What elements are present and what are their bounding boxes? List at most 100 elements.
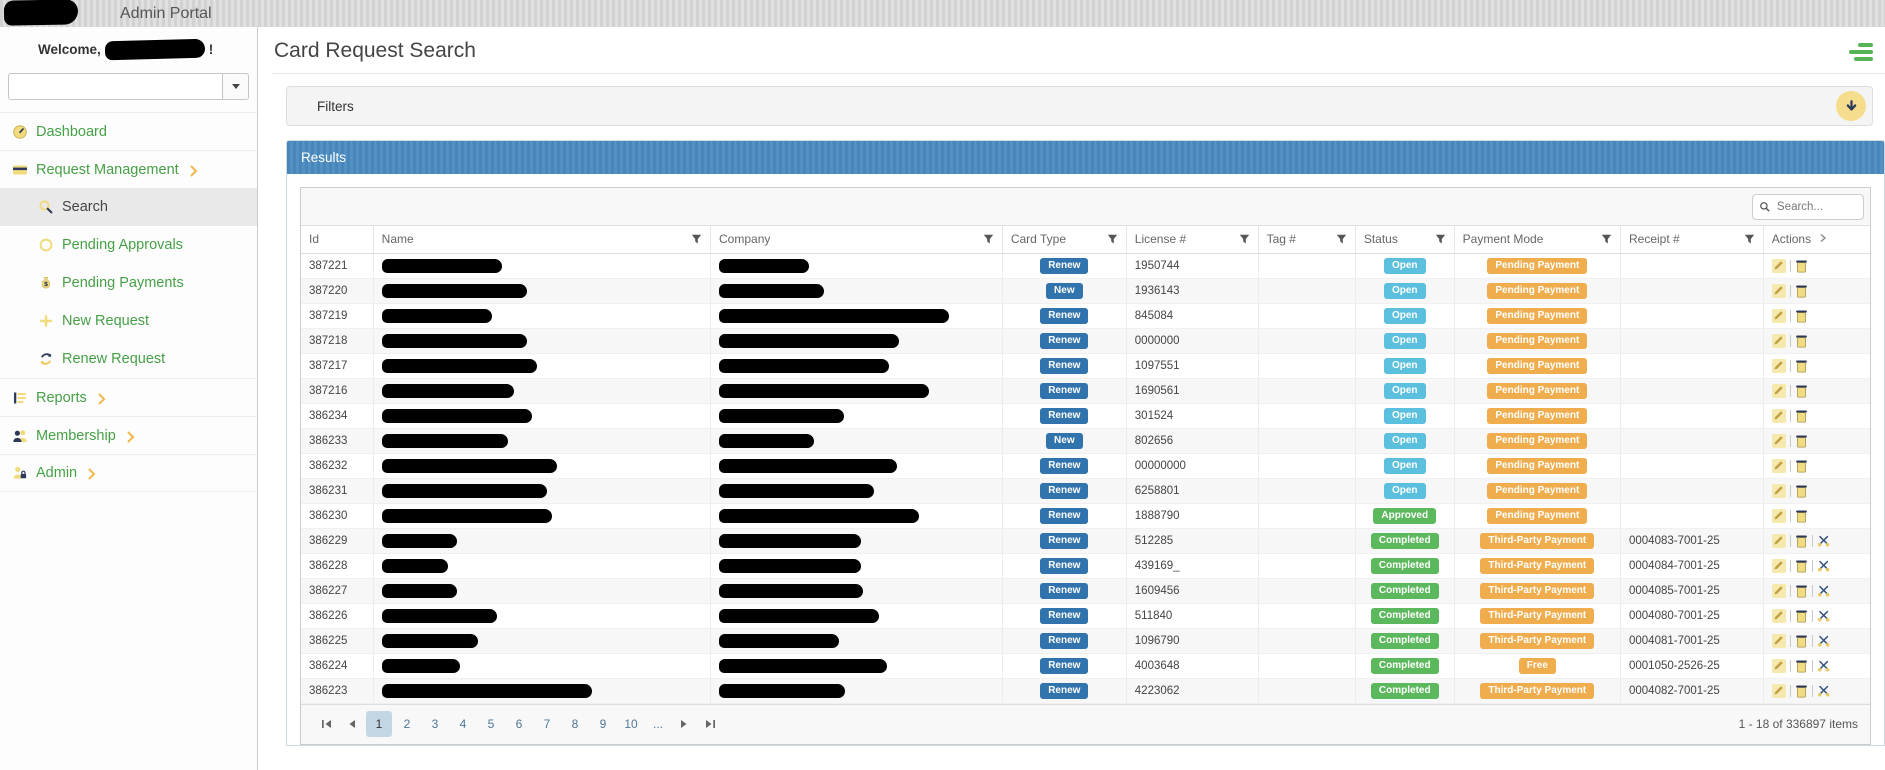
- edit-icon[interactable]: [1771, 458, 1786, 473]
- edit-icon[interactable]: [1771, 308, 1786, 323]
- sidebar-item-label: Dashboard: [36, 123, 107, 140]
- delete-icon[interactable]: [1795, 359, 1808, 373]
- sidebar-item-new-request[interactable]: New Request: [0, 302, 257, 340]
- action-separator: [1789, 434, 1791, 447]
- pager-page-8[interactable]: 8: [571, 717, 579, 731]
- scissors-icon[interactable]: [1817, 559, 1830, 572]
- cell-license: 802656: [1125, 428, 1259, 454]
- delete-icon[interactable]: [1795, 409, 1808, 423]
- chevron-right-icon: [126, 431, 136, 443]
- company-redaction: [719, 258, 810, 273]
- delete-icon[interactable]: [1795, 309, 1808, 323]
- delete-icon[interactable]: [1795, 684, 1808, 698]
- delete-icon[interactable]: [1795, 434, 1808, 448]
- delete-icon[interactable]: [1795, 259, 1808, 273]
- scissors-icon[interactable]: [1817, 584, 1830, 597]
- pager-page-9[interactable]: 9: [599, 717, 607, 731]
- pager-last-button[interactable]: [697, 711, 723, 737]
- actions-arrow-icon[interactable]: [1819, 232, 1827, 246]
- delete-icon[interactable]: [1795, 459, 1808, 473]
- delete-icon[interactable]: [1795, 384, 1808, 398]
- edit-icon[interactable]: [1771, 408, 1786, 423]
- filter-funnel-icon[interactable]: [691, 234, 702, 245]
- delete-icon[interactable]: [1795, 559, 1808, 573]
- filter-funnel-icon[interactable]: [1435, 234, 1446, 245]
- edit-icon[interactable]: [1771, 358, 1786, 373]
- pager-page-7[interactable]: 7: [543, 717, 551, 731]
- delete-icon[interactable]: [1795, 509, 1808, 523]
- sidebar-item-reports[interactable]: Reports: [0, 378, 257, 416]
- scissors-icon[interactable]: [1817, 634, 1830, 647]
- delete-icon[interactable]: [1795, 609, 1808, 623]
- scissors-icon[interactable]: [1817, 659, 1830, 672]
- filters-expand-button[interactable]: [1836, 91, 1866, 121]
- pager-page-6[interactable]: 6: [515, 717, 523, 731]
- action-separator: [1811, 559, 1813, 572]
- column-header-inner: Tag #: [1267, 232, 1347, 246]
- edit-icon[interactable]: [1771, 583, 1786, 598]
- edit-icon[interactable]: [1771, 533, 1786, 548]
- pager-next-button[interactable]: [671, 711, 697, 737]
- pager-first-button[interactable]: [313, 711, 339, 737]
- filter-funnel-icon[interactable]: [1744, 234, 1755, 245]
- delete-icon[interactable]: [1795, 534, 1808, 548]
- cell-company: [710, 278, 1003, 304]
- action-separator: [1789, 484, 1791, 497]
- grid-search-box[interactable]: [1752, 193, 1864, 220]
- sidebar-item-renew-request[interactable]: Renew Request: [0, 340, 257, 378]
- edit-icon[interactable]: [1771, 558, 1786, 573]
- edit-icon[interactable]: [1771, 608, 1786, 623]
- sidebar-item-admin[interactable]: Admin: [0, 454, 257, 492]
- edit-icon[interactable]: [1771, 633, 1786, 648]
- edit-icon[interactable]: [1771, 483, 1786, 498]
- pager-page-10[interactable]: 10: [624, 717, 638, 731]
- menu-toggle-icon[interactable]: [1849, 43, 1873, 61]
- edit-icon[interactable]: [1771, 683, 1786, 698]
- sidebar-dropdown-value[interactable]: [9, 74, 222, 99]
- cell-id: 386223: [301, 678, 374, 704]
- delete-icon[interactable]: [1795, 634, 1808, 648]
- sidebar-dropdown-button[interactable]: [222, 74, 248, 99]
- edit-icon[interactable]: [1771, 333, 1786, 348]
- sidebar-dropdown[interactable]: [8, 73, 249, 100]
- filter-funnel-icon[interactable]: [1336, 234, 1347, 245]
- filter-funnel-icon[interactable]: [983, 234, 994, 245]
- edit-icon[interactable]: [1771, 258, 1786, 273]
- pager-page-3[interactable]: 3: [431, 717, 439, 731]
- pager-page-1[interactable]: 1: [366, 711, 392, 737]
- delete-icon[interactable]: [1795, 584, 1808, 598]
- pager-page-2[interactable]: 2: [403, 717, 411, 731]
- scissors-icon[interactable]: [1817, 534, 1830, 547]
- delete-icon[interactable]: [1795, 484, 1808, 498]
- edit-icon[interactable]: [1771, 658, 1786, 673]
- edit-icon[interactable]: [1771, 283, 1786, 298]
- pager-page-4[interactable]: 4: [459, 717, 467, 731]
- pager-ellipsis[interactable]: ...: [652, 717, 663, 731]
- edit-icon[interactable]: [1771, 383, 1786, 398]
- edit-icon[interactable]: [1771, 433, 1786, 448]
- edit-icon[interactable]: [1771, 508, 1786, 523]
- sidebar-item-pending-approvals[interactable]: Pending Approvals: [0, 226, 257, 264]
- sidebar-item-request-management[interactable]: Request Management: [0, 150, 257, 188]
- sidebar-item-dashboard[interactable]: Dashboard: [0, 112, 257, 150]
- filter-funnel-icon[interactable]: [1601, 234, 1612, 245]
- delete-icon[interactable]: [1795, 334, 1808, 348]
- filter-funnel-icon[interactable]: [1107, 234, 1118, 245]
- sidebar-item-label: Pending Approvals: [62, 237, 183, 253]
- grid-search-input[interactable]: [1777, 200, 1847, 213]
- caret-down-icon: [231, 84, 240, 89]
- card-type-badge: Renew: [1040, 682, 1089, 699]
- pager-prev-button[interactable]: [339, 711, 365, 737]
- scissors-icon[interactable]: [1817, 609, 1830, 622]
- delete-icon[interactable]: [1795, 659, 1808, 673]
- sidebar-item-membership[interactable]: Membership: [0, 416, 257, 454]
- sidebar-item-search[interactable]: Search: [0, 188, 257, 226]
- scissors-icon[interactable]: [1817, 684, 1830, 697]
- pager-page-5[interactable]: 5: [487, 717, 495, 731]
- delete-icon[interactable]: [1795, 284, 1808, 298]
- cell-actions: [1762, 403, 1870, 429]
- table-row: 387221 Renew 1950744 Open Pending Payment: [301, 253, 1870, 279]
- sidebar-item-pending-payments[interactable]: $ Pending Payments: [0, 264, 257, 302]
- filters-panel: Filters: [286, 86, 1873, 126]
- filter-funnel-icon[interactable]: [1239, 234, 1250, 245]
